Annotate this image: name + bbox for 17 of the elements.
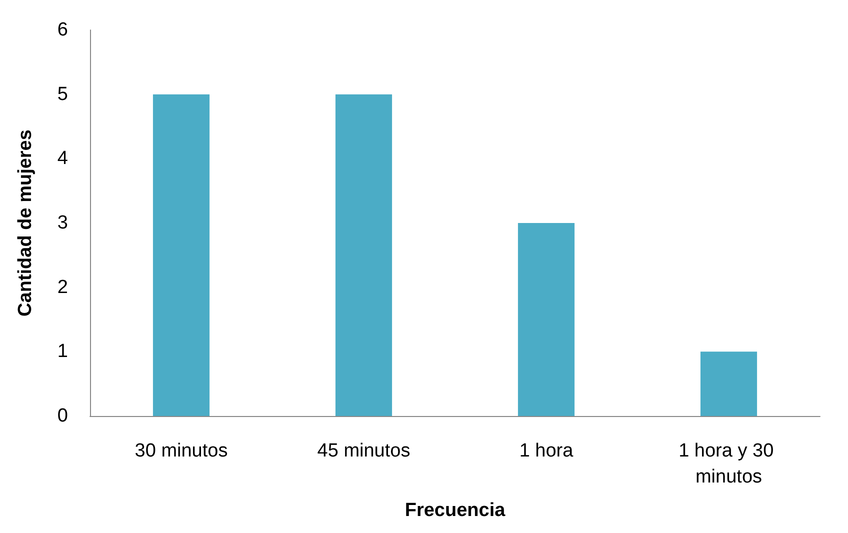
bar <box>518 223 575 416</box>
x-tick-label: 30 minutos <box>134 440 228 462</box>
y-axis-title: Cantidad de mujeres <box>15 130 36 316</box>
bar <box>335 94 392 416</box>
x-axis-title: Frecuencia <box>404 500 506 521</box>
y-tick-label: 3 <box>57 212 68 234</box>
x-tick-label: 45 minutos <box>317 440 410 462</box>
y-tick-label: 0 <box>57 406 68 426</box>
y-tick-label: 4 <box>57 148 68 170</box>
x-tick-label: 1 hora y 30 minutos <box>678 440 779 488</box>
bar <box>152 94 210 416</box>
x-tick-label: 1 hora <box>519 440 574 462</box>
y-tick-label: 6 <box>57 20 68 40</box>
y-tick-label: 2 <box>57 276 68 298</box>
y-tick-label: 5 <box>57 84 68 105</box>
bar <box>700 352 758 416</box>
y-tick-label: 1 <box>57 341 68 362</box>
